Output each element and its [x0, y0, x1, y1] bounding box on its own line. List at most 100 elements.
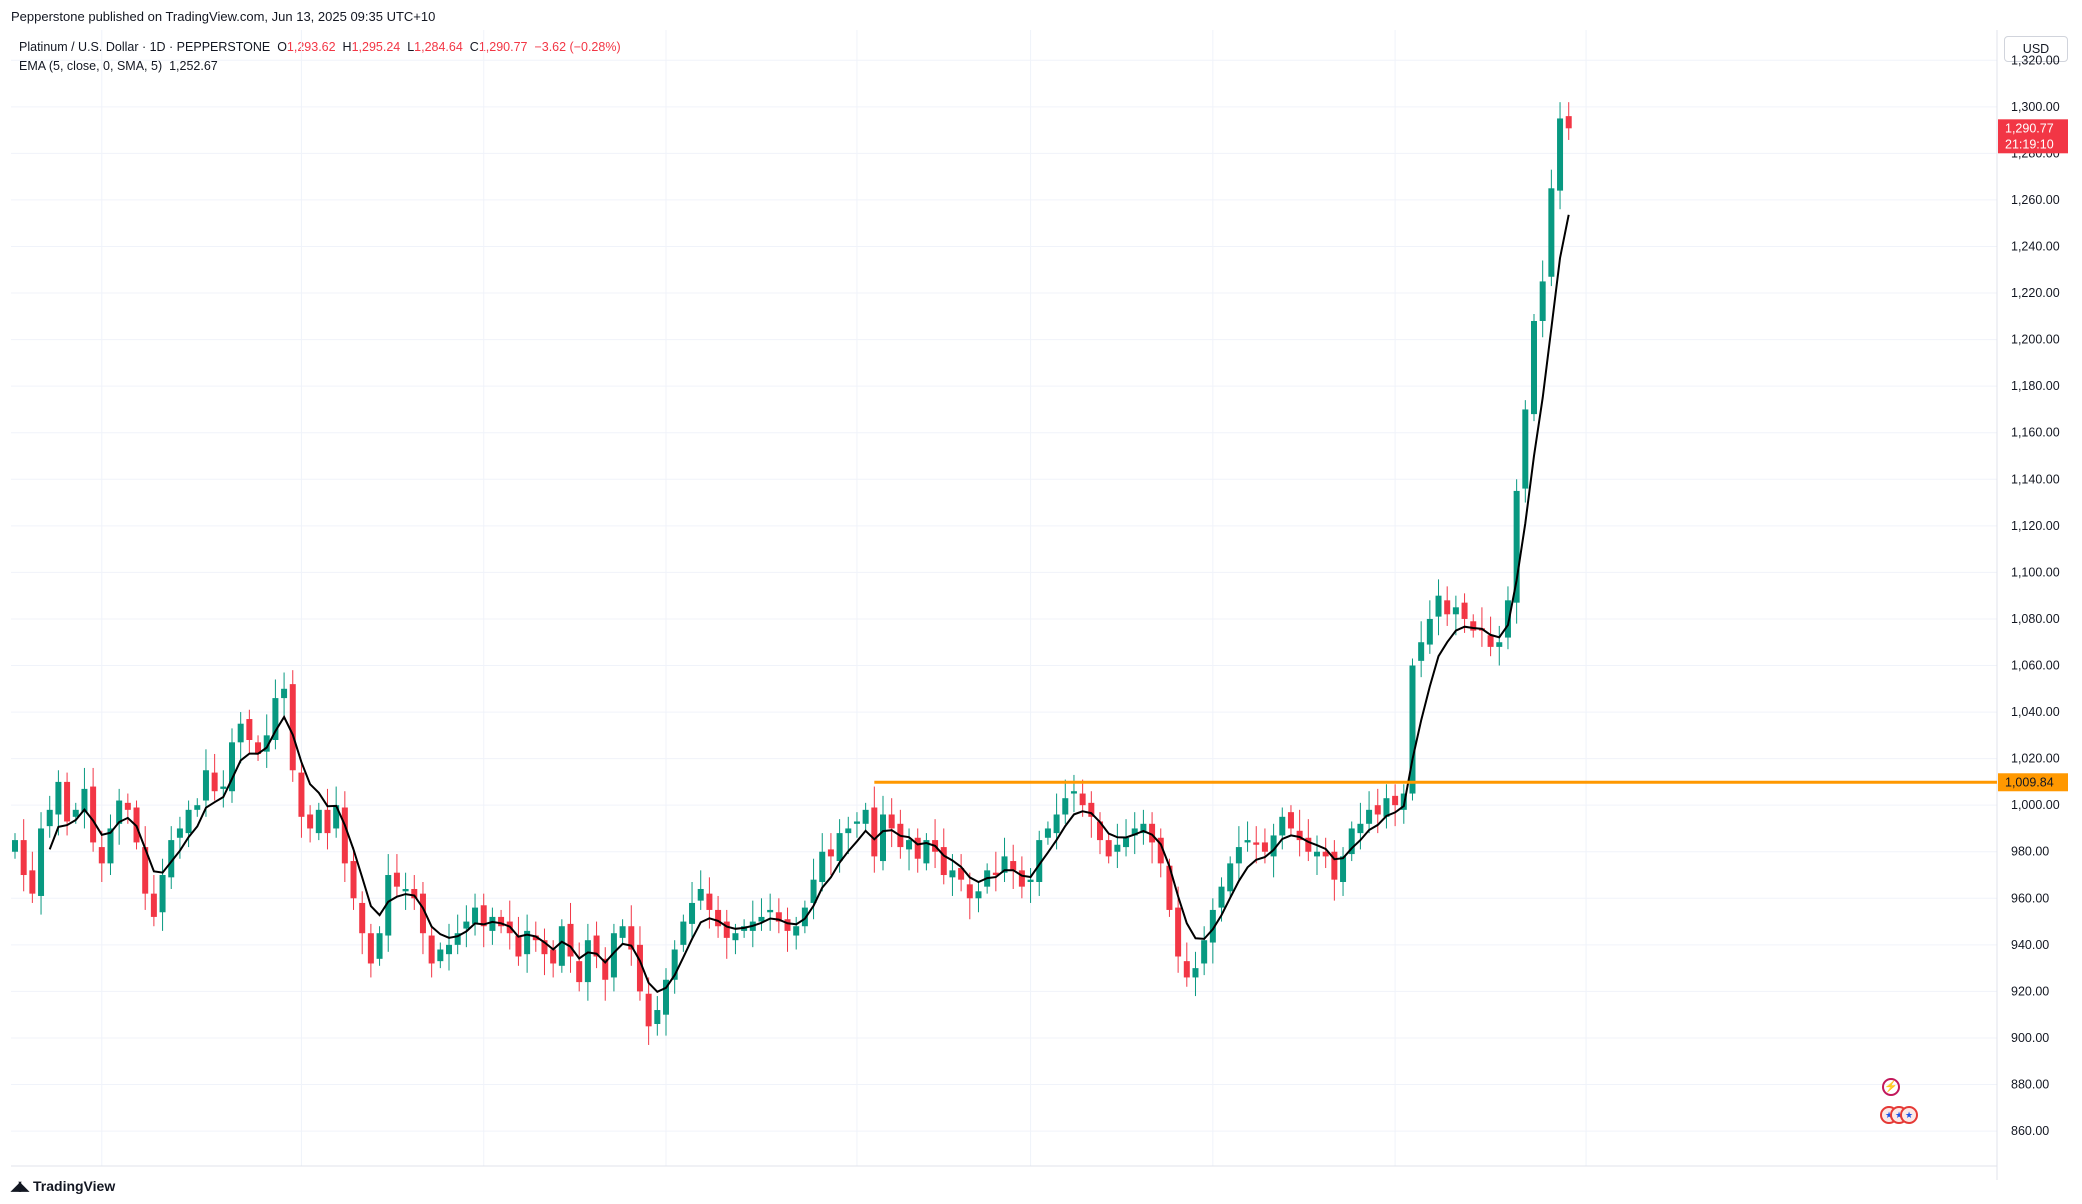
candle-body	[1192, 968, 1199, 978]
candle	[185, 800, 192, 848]
candle-body	[1088, 802, 1095, 817]
candle	[1565, 102, 1572, 140]
candle	[1426, 600, 1433, 654]
candle	[402, 872, 409, 910]
candle	[680, 914, 687, 952]
candle-body	[871, 807, 878, 857]
tradingview-logo-text: TradingView	[33, 1178, 116, 1194]
candle-body	[1539, 281, 1546, 321]
candle	[263, 714, 270, 768]
candle-body	[949, 870, 956, 878]
x-tick-label: Apr	[1203, 1178, 1224, 1180]
symbol-title[interactable]: Platinum / U.S. Dollar · 1D · PEPPERSTON…	[19, 40, 271, 54]
candle	[419, 882, 426, 955]
candle	[38, 812, 45, 915]
candle	[1287, 805, 1294, 836]
candle-body	[584, 940, 591, 983]
candle-body	[827, 849, 834, 857]
x-tick-label: 2025	[652, 1178, 681, 1180]
candle-body	[38, 828, 45, 896]
candle	[281, 672, 288, 717]
candle-body	[593, 935, 600, 957]
currency-button[interactable]: USD	[2004, 36, 2068, 62]
candle	[1201, 926, 1208, 976]
tradingview-logo[interactable]: ◢◣ TradingView	[11, 1178, 115, 1194]
candle-body	[966, 884, 973, 899]
candle-body	[636, 944, 643, 992]
candle	[923, 833, 930, 871]
level-price-label: 1,009.84	[2005, 775, 2054, 789]
candle-body	[376, 933, 383, 959]
candle-body	[116, 800, 123, 824]
candle-body	[541, 940, 548, 955]
us-flag-icon[interactable]: ★	[1900, 1106, 1918, 1124]
price-chart[interactable]: 1,320.001,300.001,280.001,260.001,240.00…	[11, 30, 2071, 1180]
candle-body	[1522, 409, 1529, 489]
candle	[81, 767, 88, 829]
candle-body	[1305, 837, 1312, 852]
y-tick-label: 1,200.00	[2011, 333, 2060, 347]
candle	[472, 893, 479, 936]
candle	[992, 851, 999, 892]
candle-body	[402, 888, 409, 892]
candle-body	[801, 907, 808, 927]
candle	[810, 858, 817, 920]
candle-body	[185, 809, 192, 834]
candle-body	[419, 893, 426, 934]
candle	[255, 735, 262, 761]
candle-body	[229, 742, 235, 792]
x-tick-label: Oct	[92, 1178, 113, 1180]
candle	[862, 802, 869, 831]
candle-body	[315, 809, 322, 834]
ema-label[interactable]: EMA (5, close, 0, SMA, 5)	[19, 59, 163, 73]
candle-body	[289, 684, 296, 771]
candle-body	[246, 719, 253, 740]
candle	[1496, 625, 1503, 666]
candle	[1340, 847, 1347, 896]
candle-body	[975, 891, 982, 899]
candle-body	[385, 875, 392, 936]
candle	[888, 798, 895, 848]
candle-body	[1166, 865, 1173, 910]
candle	[610, 923, 617, 992]
candle	[602, 947, 609, 1001]
candle	[1157, 828, 1164, 878]
flash-icon[interactable]: ⚡	[1882, 1078, 1900, 1096]
candle-body	[1461, 602, 1468, 619]
candle	[350, 847, 357, 910]
chart-area[interactable]: 1,320.00 1,300.00 1,280.00 1,260.00 1,240.00…	[11, 30, 2068, 1180]
candle	[567, 902, 574, 973]
candle-body	[1409, 665, 1416, 794]
candle-body	[567, 923, 574, 957]
candle	[584, 923, 591, 1001]
candle-body	[1296, 830, 1303, 841]
candle	[289, 670, 296, 782]
candle	[1192, 951, 1199, 997]
candle	[1348, 821, 1355, 862]
candle	[333, 786, 340, 838]
candle	[1105, 833, 1112, 864]
candle-body	[64, 781, 71, 822]
x-tick-label: Feb	[846, 1178, 868, 1180]
candle	[1010, 844, 1017, 889]
candle	[29, 851, 36, 903]
candle-body	[159, 875, 166, 913]
candle-body	[784, 919, 791, 931]
candle-body	[90, 786, 97, 843]
y-tick-label: 1,260.00	[2011, 193, 2060, 207]
candle	[229, 728, 235, 803]
close-label: C	[469, 40, 479, 54]
candle	[428, 926, 435, 978]
candle-body	[992, 872, 999, 876]
candle	[1018, 856, 1025, 899]
candle-body	[1201, 940, 1208, 964]
candle-body	[1374, 805, 1381, 815]
y-tick-label: 960.00	[2011, 891, 2049, 905]
candle-body	[1227, 863, 1234, 892]
candle-body	[333, 805, 340, 829]
candle-body	[576, 961, 583, 983]
candle	[237, 712, 244, 764]
candle-body	[1209, 909, 1216, 943]
candle-body	[1287, 812, 1294, 829]
y-tick-label: 1,160.00	[2011, 426, 2060, 440]
